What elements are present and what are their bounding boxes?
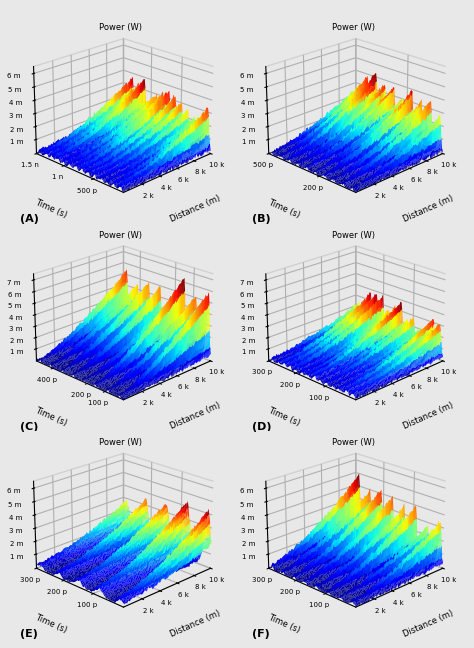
Y-axis label: Time (s): Time (s) [34,405,69,427]
Y-axis label: Time (s): Time (s) [266,612,301,634]
Y-axis label: Time (s): Time (s) [266,405,301,427]
Y-axis label: Time (s): Time (s) [34,612,69,634]
X-axis label: Distance (m): Distance (m) [401,401,455,432]
X-axis label: Distance (m): Distance (m) [169,608,222,639]
Text: (F): (F) [252,629,270,639]
Text: (D): (D) [252,422,272,432]
Y-axis label: Time (s): Time (s) [266,198,301,220]
X-axis label: Distance (m): Distance (m) [169,194,222,224]
Y-axis label: Time (s): Time (s) [34,198,69,220]
X-axis label: Distance (m): Distance (m) [169,401,222,432]
Title: Power (W): Power (W) [332,23,374,32]
X-axis label: Distance (m): Distance (m) [401,608,455,639]
Title: Power (W): Power (W) [100,231,142,240]
Text: (A): (A) [20,214,39,224]
X-axis label: Distance (m): Distance (m) [401,194,455,224]
Text: (C): (C) [20,422,38,432]
Title: Power (W): Power (W) [332,231,374,240]
Title: Power (W): Power (W) [332,438,374,447]
Text: (B): (B) [252,214,271,224]
Title: Power (W): Power (W) [100,23,142,32]
Text: (E): (E) [20,629,37,639]
Title: Power (W): Power (W) [100,438,142,447]
